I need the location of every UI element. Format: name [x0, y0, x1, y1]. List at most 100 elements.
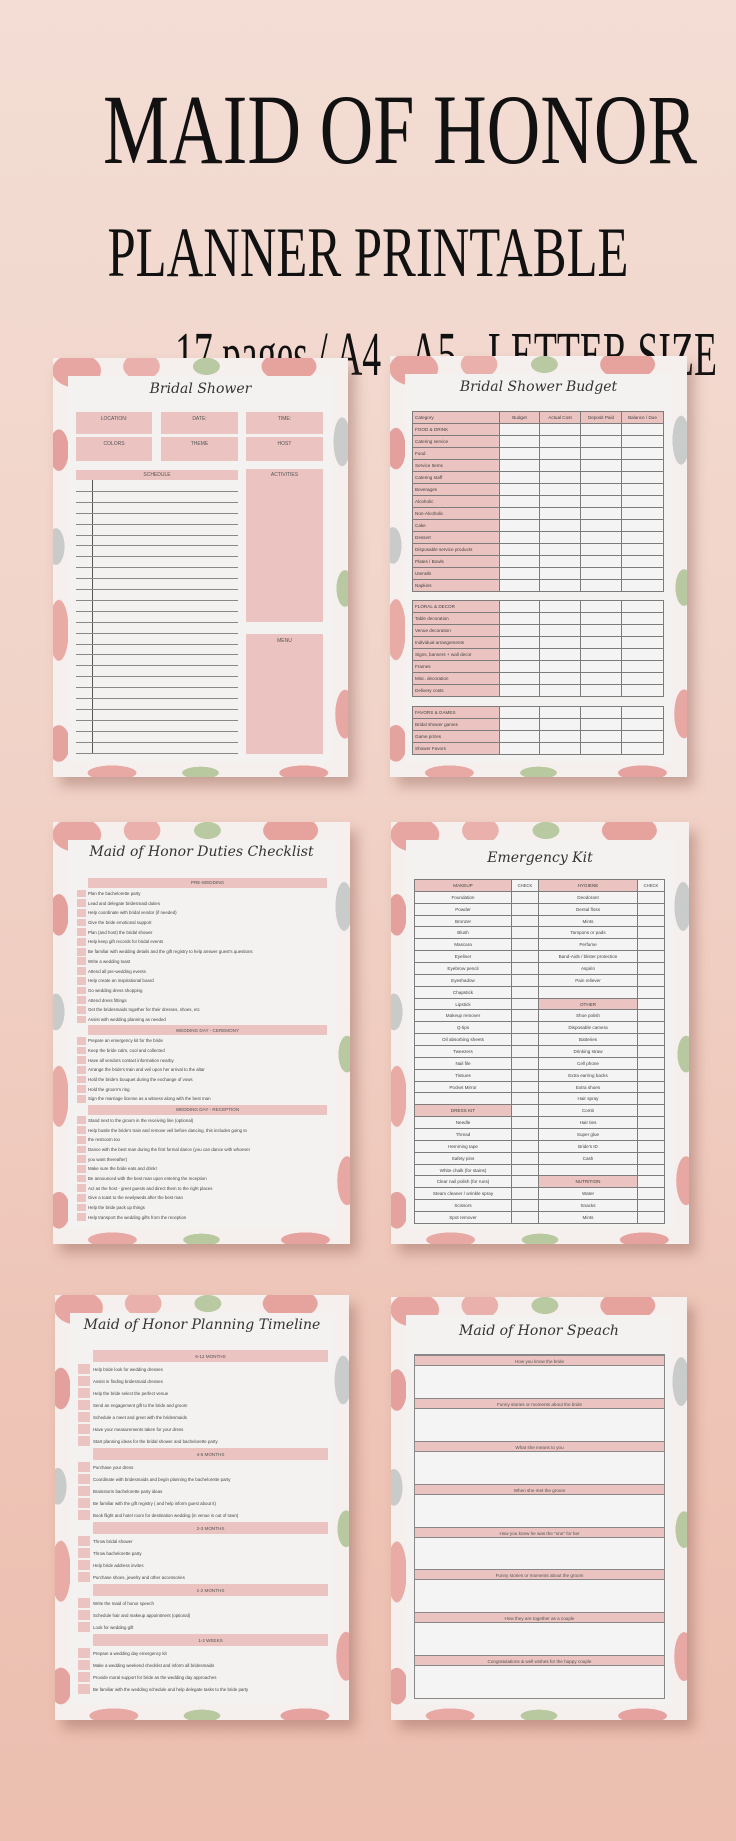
kit-check[interactable] — [637, 1175, 665, 1189]
kit-check[interactable] — [511, 1045, 539, 1058]
checkbox[interactable] — [78, 1610, 90, 1620]
kit-check[interactable] — [637, 1068, 665, 1082]
kit-check[interactable] — [511, 950, 539, 964]
kit-check[interactable] — [511, 962, 539, 975]
kit-check[interactable] — [511, 973, 539, 987]
checkbox[interactable] — [77, 889, 86, 898]
kit-check[interactable] — [511, 1092, 539, 1106]
checkbox[interactable] — [78, 1622, 90, 1632]
kit-check[interactable] — [637, 1199, 665, 1213]
checkbox[interactable] — [77, 1116, 86, 1125]
checkbox[interactable] — [78, 1498, 90, 1508]
checkbox[interactable] — [77, 928, 86, 937]
checkbox[interactable] — [77, 947, 86, 956]
checkbox[interactable] — [77, 938, 86, 946]
checkbox[interactable] — [77, 1174, 86, 1183]
checkbox[interactable] — [77, 918, 86, 927]
kit-check[interactable] — [511, 914, 539, 928]
checkbox[interactable] — [78, 1572, 90, 1582]
kit-check[interactable] — [637, 1104, 665, 1118]
checkbox[interactable] — [78, 1660, 90, 1670]
checkbox[interactable] — [78, 1560, 90, 1570]
kit-check[interactable] — [637, 1128, 665, 1141]
kit-check[interactable] — [637, 973, 665, 987]
checkbox[interactable] — [77, 909, 86, 917]
kit-check[interactable] — [511, 1163, 539, 1177]
checkbox[interactable] — [77, 1036, 86, 1045]
kit-check[interactable] — [637, 1151, 665, 1165]
kit-check[interactable] — [511, 1033, 539, 1047]
checkbox[interactable] — [78, 1376, 90, 1386]
kit-check[interactable] — [637, 962, 665, 975]
kit-check[interactable] — [511, 985, 539, 999]
checkbox[interactable] — [77, 957, 86, 966]
kit-check[interactable] — [511, 938, 539, 952]
checkbox[interactable] — [78, 1672, 90, 1682]
kit-check[interactable] — [511, 1056, 539, 1070]
kit-check[interactable] — [637, 1187, 665, 1201]
kit-check[interactable] — [637, 1163, 665, 1177]
kit-check[interactable] — [511, 1009, 539, 1023]
kit-check[interactable] — [637, 1056, 665, 1070]
kit-check[interactable] — [637, 950, 665, 964]
checkbox[interactable] — [77, 1066, 86, 1074]
checkbox[interactable] — [78, 1364, 90, 1374]
checkbox[interactable] — [78, 1474, 90, 1484]
kit-check[interactable] — [511, 926, 539, 940]
checkbox[interactable] — [77, 976, 86, 985]
checkbox[interactable] — [77, 1203, 86, 1212]
checkbox[interactable] — [77, 1126, 86, 1134]
kit-check[interactable] — [511, 902, 539, 916]
kit-check[interactable] — [511, 1104, 539, 1118]
checkbox[interactable] — [78, 1388, 90, 1398]
kit-check[interactable] — [637, 997, 665, 1011]
checkbox[interactable] — [78, 1486, 90, 1496]
checkbox[interactable] — [78, 1648, 90, 1658]
kit-check[interactable] — [511, 1116, 539, 1130]
checkbox[interactable] — [78, 1412, 90, 1422]
checkbox[interactable] — [77, 1085, 86, 1094]
kit-check[interactable] — [637, 902, 665, 916]
kit-check[interactable] — [637, 1021, 665, 1035]
checkbox[interactable] — [77, 1155, 86, 1163]
checkbox[interactable] — [78, 1510, 90, 1520]
checkbox[interactable] — [77, 1184, 86, 1193]
checkbox[interactable] — [78, 1462, 90, 1472]
kit-check[interactable] — [511, 1187, 539, 1201]
kit-check[interactable] — [637, 1139, 665, 1153]
checkbox[interactable] — [78, 1548, 90, 1558]
kit-check[interactable] — [637, 938, 665, 952]
kit-check[interactable] — [511, 1211, 539, 1224]
checkbox[interactable] — [77, 1005, 86, 1014]
kit-check[interactable] — [637, 926, 665, 940]
kit-check[interactable] — [637, 1092, 665, 1106]
kit-check[interactable] — [511, 1128, 539, 1141]
checkbox[interactable] — [77, 1193, 86, 1202]
checkbox[interactable] — [77, 1135, 86, 1144]
checkbox[interactable] — [77, 967, 86, 975]
checkbox[interactable] — [78, 1400, 90, 1410]
kit-check[interactable] — [511, 1139, 539, 1153]
kit-check[interactable] — [637, 1211, 665, 1224]
kit-check[interactable] — [637, 1033, 665, 1047]
checkbox[interactable] — [77, 1046, 86, 1055]
kit-check[interactable] — [637, 1045, 665, 1058]
checkbox[interactable] — [78, 1536, 90, 1546]
checkbox[interactable] — [78, 1598, 90, 1608]
checkbox[interactable] — [78, 1424, 90, 1434]
checkbox[interactable] — [77, 1213, 86, 1222]
checkbox[interactable] — [77, 1145, 86, 1154]
checkbox[interactable] — [77, 899, 86, 908]
kit-check[interactable] — [637, 1009, 665, 1023]
kit-check[interactable] — [637, 1080, 665, 1094]
kit-check[interactable] — [637, 890, 665, 904]
checkbox[interactable] — [77, 996, 86, 1004]
kit-check[interactable] — [511, 1068, 539, 1082]
kit-check[interactable] — [637, 985, 665, 999]
kit-check[interactable] — [637, 914, 665, 928]
kit-check[interactable] — [511, 1021, 539, 1035]
checkbox[interactable] — [77, 1056, 86, 1065]
kit-check[interactable] — [637, 1116, 665, 1130]
checkbox[interactable] — [78, 1436, 90, 1446]
kit-check[interactable] — [511, 1199, 539, 1213]
